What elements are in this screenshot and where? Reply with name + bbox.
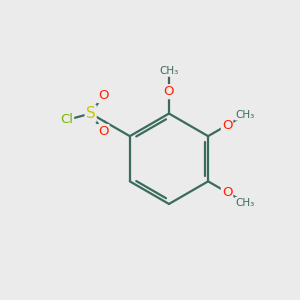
Text: O: O [98,125,109,138]
Text: O: O [222,119,232,132]
Text: CH₃: CH₃ [235,110,254,120]
Text: S: S [86,106,95,121]
Text: O: O [98,89,109,102]
Text: O: O [164,85,174,98]
Text: CH₃: CH₃ [159,66,178,76]
Text: Cl: Cl [60,113,73,127]
Text: O: O [222,186,232,199]
Text: CH₃: CH₃ [235,197,254,208]
